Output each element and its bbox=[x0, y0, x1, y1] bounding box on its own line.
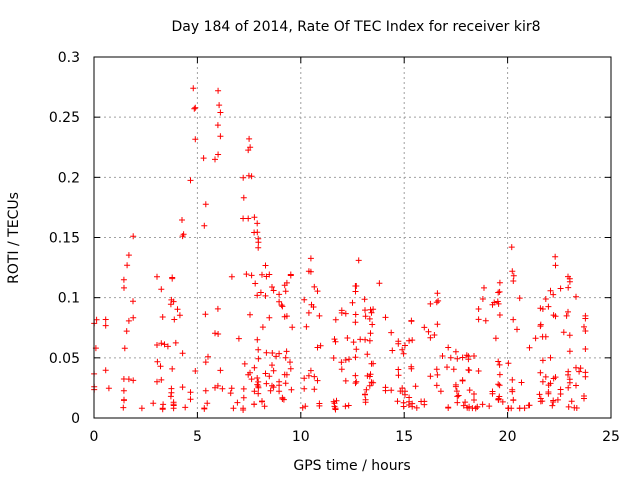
outlier-point bbox=[246, 135, 253, 142]
outlier-point bbox=[216, 102, 223, 109]
axis-ticks: 0 0.05 0.1 0.15 0.2 0.25 0.3 0 5 10 15 20 25 bbox=[49, 50, 620, 445]
grid bbox=[94, 57, 611, 418]
outlier-point bbox=[247, 144, 254, 151]
x-tick-label: 25 bbox=[602, 429, 620, 445]
x-tick-label: 0 bbox=[90, 429, 99, 445]
plot-frame bbox=[93, 56, 612, 419]
x-tick-label: 20 bbox=[499, 429, 517, 445]
outlier-point bbox=[215, 87, 222, 94]
y-tick-label: 0 bbox=[71, 411, 80, 427]
outlier-point bbox=[200, 155, 207, 162]
x-tick-label: 10 bbox=[292, 429, 310, 445]
y-tick-label: 0.2 bbox=[58, 170, 80, 186]
outlier-point bbox=[215, 151, 222, 158]
outlier-point bbox=[355, 257, 362, 264]
x-tick-label: 5 bbox=[193, 429, 202, 445]
y-tick-label: 0.15 bbox=[49, 231, 80, 247]
outlier-point bbox=[552, 253, 559, 260]
scatter-markers bbox=[91, 104, 589, 413]
y-tick-label: 0.1 bbox=[58, 291, 80, 307]
data-points bbox=[91, 85, 589, 413]
y-tick-label: 0.25 bbox=[49, 110, 80, 126]
x-tick-label: 15 bbox=[395, 429, 413, 445]
outlier-point bbox=[190, 85, 197, 92]
y-axis-label: ROTI / TECUs bbox=[6, 192, 22, 284]
x-axis-label: GPS time / hours bbox=[293, 458, 410, 474]
y-tick-label: 0.05 bbox=[49, 351, 80, 367]
outlier-point bbox=[191, 105, 198, 112]
outlier-point bbox=[508, 244, 515, 251]
chart-title: Day 184 of 2014, Rate Of TEC Index for r… bbox=[171, 19, 540, 35]
outlier-point bbox=[376, 280, 383, 287]
y-tick-label: 0.3 bbox=[58, 50, 80, 66]
